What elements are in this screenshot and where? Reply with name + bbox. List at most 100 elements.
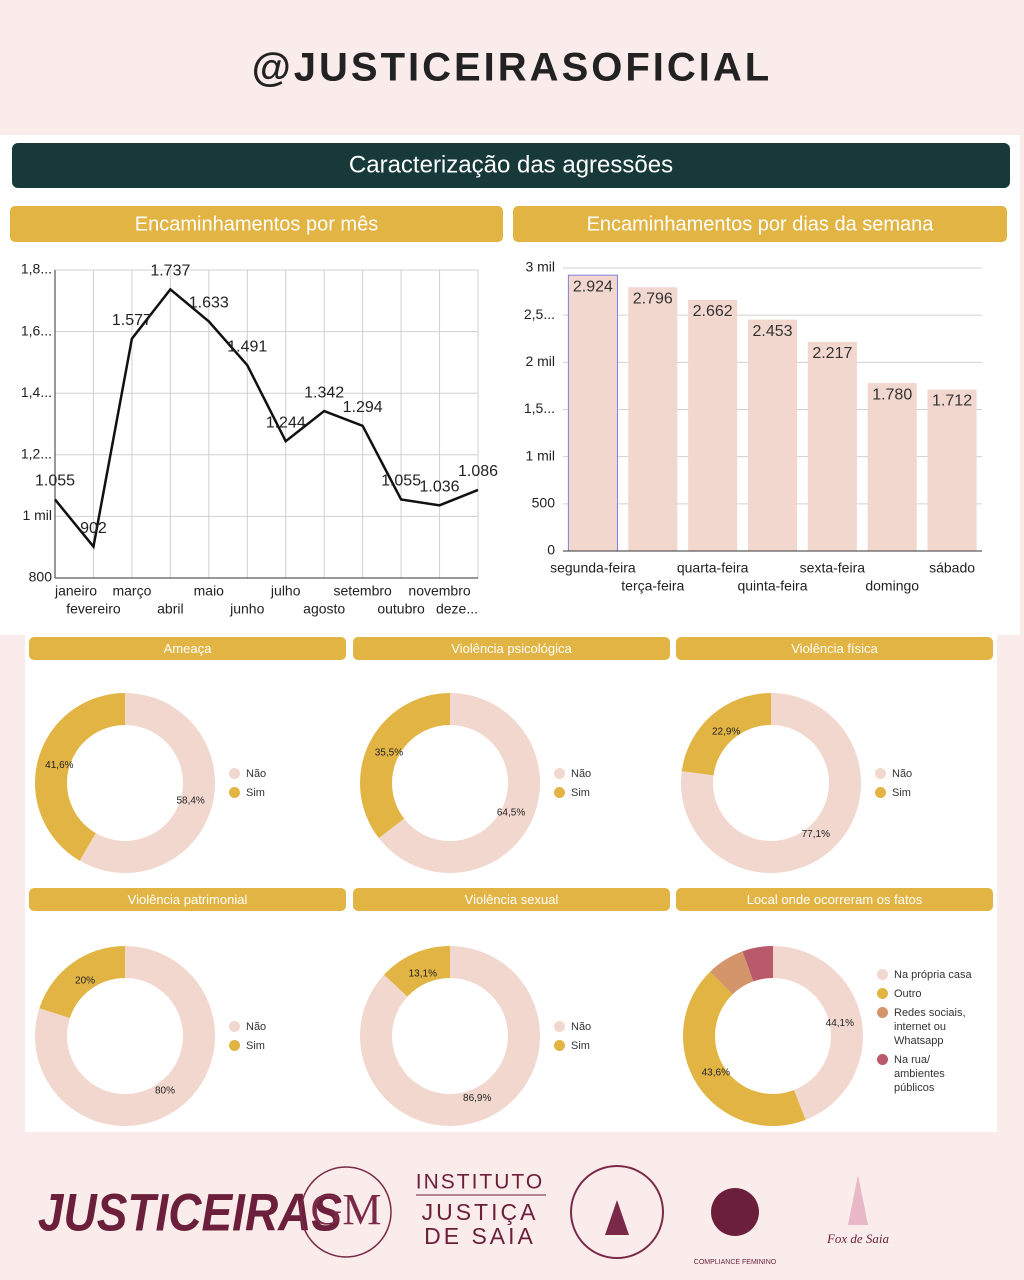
y-tick-label: 1 mil [525,447,555,463]
legend-swatch [554,1021,565,1032]
data-label: 1.712 [932,393,972,410]
data-label: 1.244 [266,414,306,431]
legend-swatch [875,768,886,779]
legend-label: Sim [246,787,265,799]
chart-title: Encaminhamentos por mês [135,213,378,235]
x-tick-label: janeiro [54,583,97,599]
logo: Fox de Saia [826,1231,890,1246]
donut-slice [79,693,215,873]
data-label: 1.294 [343,399,383,416]
data-label: 2.662 [693,303,733,320]
legend-swatch [875,787,886,798]
data-label: 1.055 [35,473,75,490]
legend: Não Sim [554,1020,654,1058]
x-tick-label: segunda-feira [550,560,636,576]
legend-item: Sim [554,1039,654,1053]
logo-mark: GM [311,1185,382,1234]
legend-label: Não [892,768,913,780]
data-label: 64,5% [497,808,525,819]
y-tick-label: 2 mil [525,353,555,369]
chart-title-bar [353,888,670,911]
legend-item: Sim [875,786,975,800]
y-tick-label: 0 [547,542,555,558]
section-bar [12,143,1010,188]
data-label: 80% [155,1086,175,1097]
y-tick-label: 2,5... [524,306,555,322]
data-label: 2.453 [752,323,792,340]
logo-ring [300,1166,392,1258]
x-tick-label: setembro [333,583,392,599]
legend: Não Sim [875,767,975,805]
data-label: 1.633 [189,295,229,312]
x-tick-label: terça-feira [621,578,684,594]
data-label: 1.780 [872,386,912,403]
legend-swatch [877,969,888,980]
legend-label: Redes sociais, internet ou Whatsapp [894,1007,966,1047]
data-label: 43,6% [702,1067,730,1078]
legend: Não Sim [229,1020,329,1058]
donut-slice [360,693,450,839]
legend-swatch [554,787,565,798]
legend-item: Redes sociais, internet ou Whatsapp [877,1006,977,1048]
donut-slice [681,693,771,776]
legend-item: Não [875,767,975,781]
chart-title-bar [10,206,503,242]
bar [927,389,977,551]
chart-title: Violência física [791,641,878,656]
y-tick-label: 1,8... [21,261,52,277]
legend-item: Sim [554,786,654,800]
bar [567,274,618,552]
data-label: 77,1% [802,829,830,840]
legend-item: Não [554,767,654,781]
donut-slice [34,693,125,861]
x-tick-label: julho [270,583,301,599]
donut-slice [378,693,540,873]
x-tick-label: domingo [865,578,919,594]
legend-swatch [229,768,240,779]
data-label: 1.086 [458,463,498,480]
legend: Não Sim [229,767,329,805]
bar [747,319,798,551]
legend-swatch [877,1007,888,1018]
legend-item: Na rua/ ambientes públicos [877,1053,977,1095]
data-label: 1.737 [150,263,190,280]
chart-title-bar [513,206,1007,242]
donut-slice [681,693,861,874]
logo: COMPLIANCE FEMININO [694,1259,777,1266]
legend-label: Sim [571,1040,590,1052]
donut-slice [359,946,540,1127]
legend-label: Não [571,1021,592,1033]
bar [688,299,738,551]
data-label: 2.217 [812,345,852,362]
legend-label: Sim [571,787,590,799]
logo: DE SAIA [424,1223,536,1249]
donut-slice [710,951,754,995]
legend-swatch [554,768,565,779]
legend-item: Não [554,1020,654,1034]
data-label: 1.577 [112,312,152,329]
logo-mark [848,1175,868,1225]
x-tick-label: junho [229,601,264,617]
logo: INSTITUTO [416,1171,544,1194]
y-tick-label: 1 mil [22,507,52,523]
bar [807,341,857,551]
data-label: 20% [75,976,95,987]
chart-title: Violência psicológica [451,641,572,656]
donut-slice [742,946,773,982]
logo-ring [570,1165,664,1259]
legend-swatch [877,988,888,999]
legend-swatch [229,787,240,798]
data-label: 902 [80,520,107,537]
legend-label: Na própria casa [894,969,972,981]
data-label: 41,6% [45,760,73,771]
x-tick-label: abril [157,601,183,617]
donut-slice [34,946,215,1127]
legend-item: Outro [877,987,977,1001]
x-tick-label: novembro [408,583,470,599]
bar [628,287,678,551]
legend-item: Na própria casa [877,968,977,982]
y-tick-label: 1,5... [524,400,555,416]
x-tick-label: março [112,583,151,599]
legend-label: Outro [894,988,922,1000]
chart-title-bar [676,888,993,911]
